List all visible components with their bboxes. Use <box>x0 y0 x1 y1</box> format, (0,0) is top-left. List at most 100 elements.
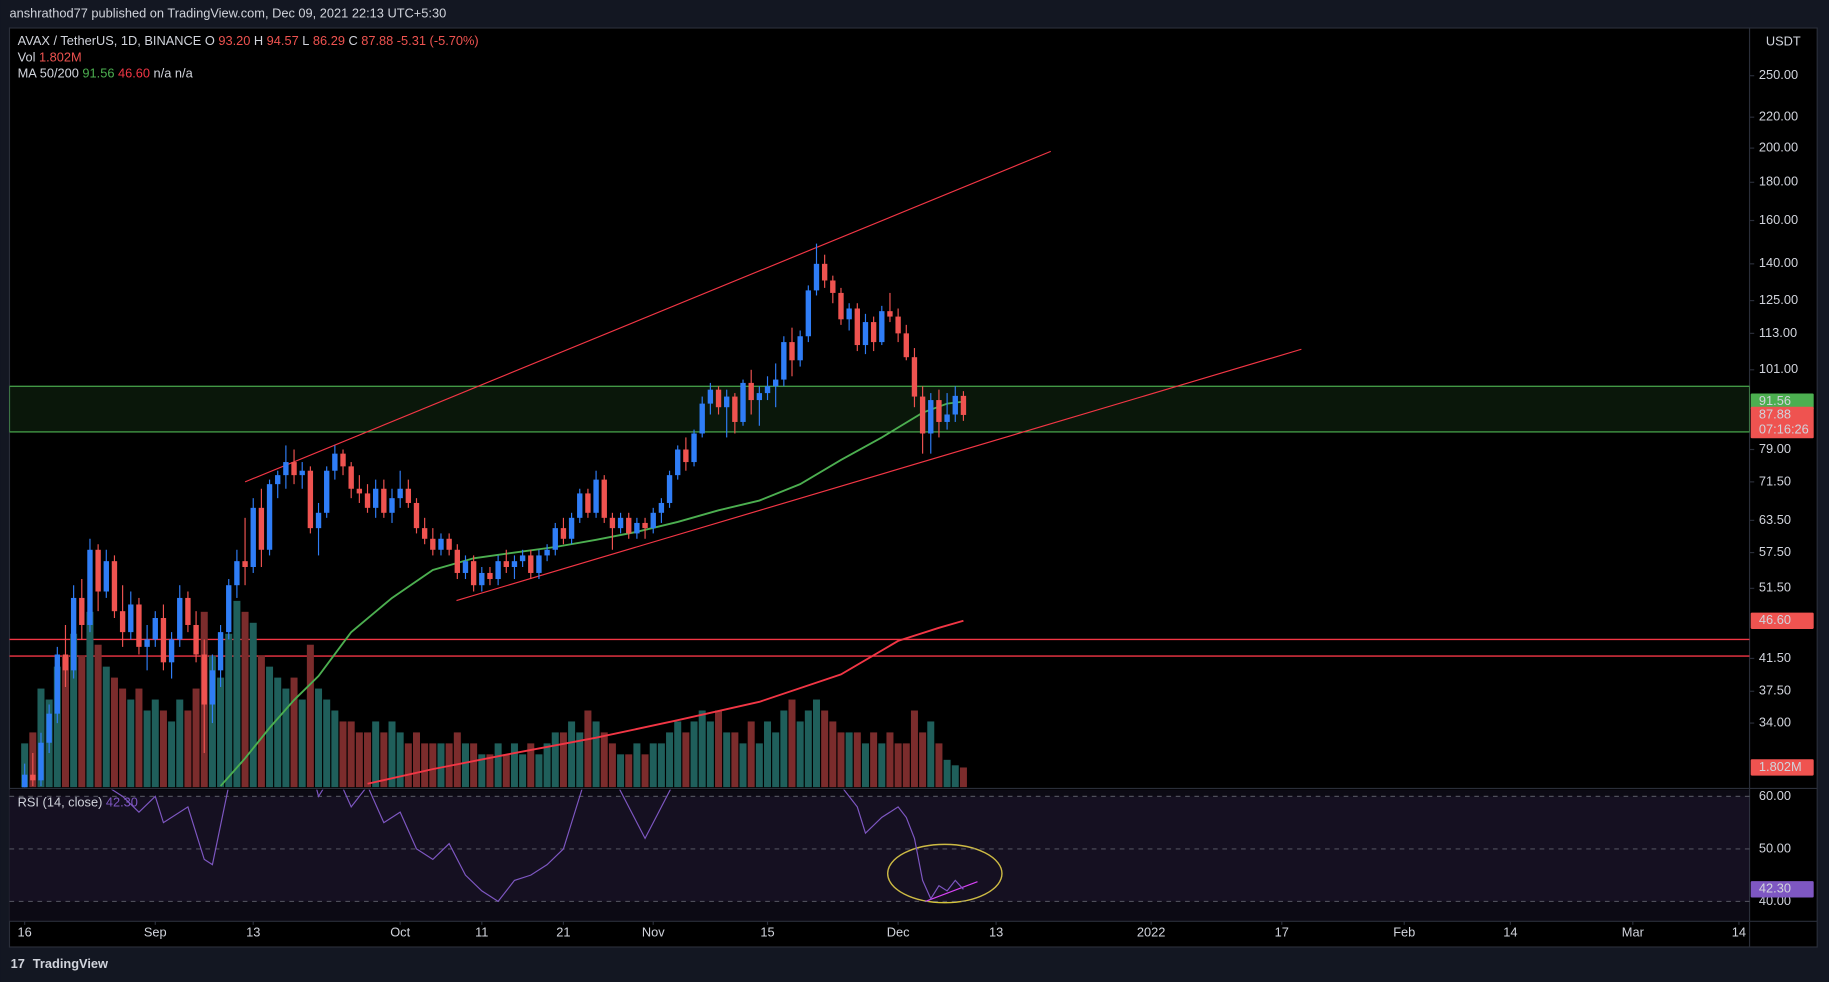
volume-bar <box>119 688 127 788</box>
volume-bar <box>698 710 706 788</box>
volume-bar <box>959 767 967 788</box>
candle-body <box>79 597 85 625</box>
volume-bar <box>306 644 314 788</box>
volume-bar <box>151 699 159 788</box>
volume-bar <box>225 633 233 788</box>
candle-body <box>642 522 648 529</box>
symbol-legend-part: H <box>254 33 263 48</box>
volume-bar <box>168 721 176 788</box>
x-tick-label: Feb <box>1393 924 1415 939</box>
volume-bar <box>339 721 347 788</box>
x-tick-label: 2022 <box>1137 924 1166 939</box>
x-tick-label: Sep <box>144 924 167 939</box>
volume-bar <box>764 721 772 788</box>
candle-body <box>936 400 942 422</box>
volume-bar <box>396 732 404 788</box>
candle-body <box>724 396 730 408</box>
x-tick-label: 15 <box>760 924 774 939</box>
candle-body <box>405 488 412 503</box>
candle-body <box>821 263 828 281</box>
candle-body <box>242 561 248 568</box>
volume-bar <box>674 721 682 788</box>
volume-bar <box>739 743 747 788</box>
candle-body <box>634 522 640 534</box>
volume-bar <box>600 732 608 788</box>
candle-body <box>666 475 673 503</box>
candle-body <box>626 517 632 534</box>
volume-bar <box>821 710 829 788</box>
volume-bar <box>608 743 616 788</box>
volume-bar <box>723 732 731 788</box>
footer-logo: TradingView <box>33 956 108 971</box>
candle-body <box>54 654 60 714</box>
candle-body <box>528 555 534 573</box>
rsi-legend: RSI (14, close) 42.30 <box>18 795 138 810</box>
x-tick-label: 13 <box>246 924 260 939</box>
candle-body <box>658 502 665 513</box>
y-tick-label: 125.00 <box>1759 292 1798 307</box>
volume-bar <box>853 732 861 788</box>
volume-bar <box>233 600 241 788</box>
volume-bar <box>282 688 290 788</box>
y-tick-label: 37.50 <box>1759 683 1791 698</box>
candle-body <box>356 488 363 494</box>
volume-bar <box>102 666 110 788</box>
volume-bar <box>812 699 820 788</box>
candle-body <box>283 462 289 476</box>
candle-body <box>307 470 314 529</box>
candle-body <box>340 453 346 467</box>
candle-body <box>650 512 656 529</box>
candle-body <box>30 774 36 781</box>
candle-body <box>103 561 109 592</box>
support-zone <box>9 385 1750 433</box>
x-tick-label: 17 <box>1275 924 1289 939</box>
ma-legend-part: MA 50/200 <box>18 66 79 81</box>
candle-body <box>389 498 395 513</box>
x-tick-label: Oct <box>390 924 410 939</box>
candle-body <box>830 280 836 293</box>
volume-bar <box>755 743 763 788</box>
candle-body <box>577 493 583 518</box>
y-tick-label: 57.50 <box>1759 544 1791 559</box>
volume-bar <box>388 721 396 788</box>
volume-bar <box>519 754 527 788</box>
volume-bar <box>217 677 225 788</box>
candle-body <box>699 403 705 434</box>
volume-bar <box>315 688 323 788</box>
y-tick-label: 160.00 <box>1759 212 1798 227</box>
rsi-ellipse <box>886 843 1003 904</box>
candle-body <box>421 528 428 539</box>
candle-body <box>772 379 779 387</box>
volume-bar <box>747 721 755 788</box>
x-tick-label: 14 <box>1732 924 1746 939</box>
volume-badge: 1.802M <box>1759 759 1802 774</box>
candle-body <box>903 333 909 358</box>
volume-legend: Vol 1.802M <box>18 50 82 65</box>
y-tick-label: 180.00 <box>1759 174 1798 189</box>
volume-bar <box>829 721 837 788</box>
volume-bar <box>943 759 951 788</box>
candle-body <box>552 528 558 550</box>
price-badge-box <box>1750 406 1814 439</box>
candle-body <box>38 742 44 781</box>
candle-body <box>715 389 722 408</box>
volume-bar <box>86 611 94 788</box>
y-tick-label: 140.00 <box>1759 255 1798 270</box>
volume-bar <box>70 633 78 788</box>
volume-bar <box>894 743 902 788</box>
volume-bar <box>135 688 143 788</box>
volume-bar <box>870 732 878 788</box>
candle-body <box>462 561 469 573</box>
volume-bar <box>143 710 151 788</box>
volume-bar <box>323 699 331 788</box>
y-tick-label: 71.50 <box>1759 473 1791 488</box>
candle-body <box>691 433 697 463</box>
candle-body <box>95 549 101 592</box>
candle-body <box>470 561 477 586</box>
candle-body <box>21 774 28 788</box>
volume-bar <box>649 743 657 788</box>
volume-bar <box>731 732 739 788</box>
candle-body <box>781 342 787 380</box>
symbol-legend-part: L <box>302 33 309 48</box>
